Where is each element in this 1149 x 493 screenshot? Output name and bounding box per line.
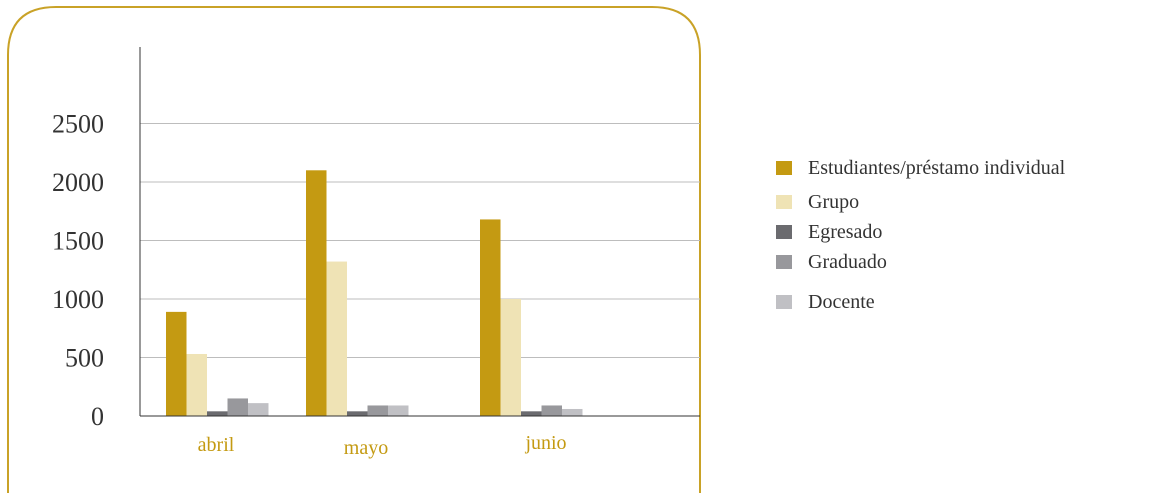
bar bbox=[227, 398, 248, 416]
bar bbox=[541, 405, 562, 416]
legend-label: Egresado bbox=[808, 221, 883, 243]
x-tick-label: junio bbox=[524, 432, 566, 454]
bar bbox=[521, 411, 542, 416]
y-tick-labels: 0 500 1000 1500 2000 2500 bbox=[52, 110, 104, 432]
chart-border bbox=[7, 6, 701, 493]
bar bbox=[480, 219, 501, 416]
bar bbox=[248, 403, 269, 416]
bar bbox=[166, 311, 187, 416]
axes bbox=[139, 47, 700, 417]
bar bbox=[207, 411, 228, 416]
y-tick-label: 2000 bbox=[52, 168, 104, 197]
legend-label: Estudiantes/préstamo individual bbox=[808, 157, 1066, 179]
y-tick-label: 500 bbox=[65, 344, 104, 373]
legend-swatch bbox=[776, 225, 792, 239]
bar bbox=[388, 405, 409, 416]
legend-swatch bbox=[776, 255, 792, 269]
y-tick-label: 0 bbox=[91, 402, 104, 431]
bars bbox=[166, 170, 583, 416]
x-tick-labels: abril mayo junio bbox=[198, 432, 567, 459]
legend-swatch bbox=[776, 195, 792, 209]
bar bbox=[326, 261, 347, 416]
y-tick-label: 1500 bbox=[52, 227, 104, 256]
y-tick-label: 2500 bbox=[52, 110, 104, 139]
y-tick-label: 1000 bbox=[52, 285, 104, 314]
bar bbox=[367, 405, 388, 416]
legend-label: Grupo bbox=[808, 191, 860, 213]
x-tick-label: abril bbox=[198, 434, 235, 456]
gridlines bbox=[140, 123, 700, 358]
bar bbox=[562, 408, 583, 416]
bar bbox=[500, 299, 521, 416]
bar bbox=[306, 170, 327, 416]
legend-swatch bbox=[776, 295, 792, 309]
bar bbox=[347, 411, 368, 416]
x-tick-label: mayo bbox=[344, 437, 388, 459]
legend-swatch bbox=[776, 161, 792, 175]
legend-label: Docente bbox=[808, 291, 875, 313]
legend-label: Graduado bbox=[808, 251, 887, 273]
bar bbox=[186, 353, 207, 416]
